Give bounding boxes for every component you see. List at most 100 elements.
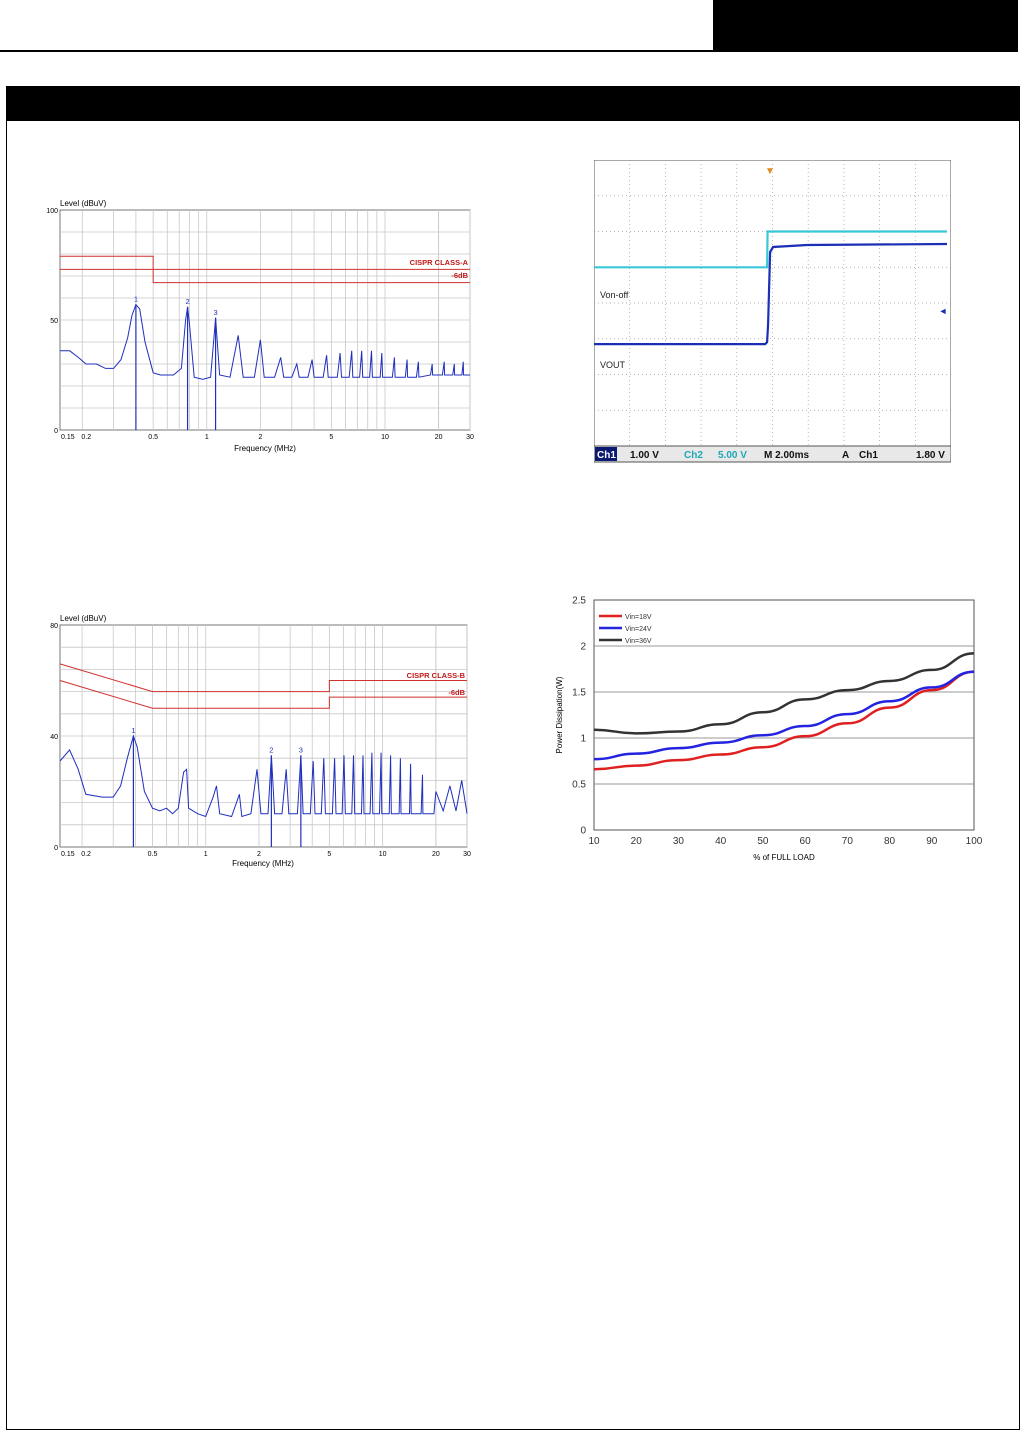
pd-x-tick-label: 20	[631, 836, 643, 847]
pd-x-tick-label: 60	[800, 836, 812, 847]
pd-plot-area	[593, 599, 975, 831]
emi-b-x-tick-label: 2	[257, 851, 261, 858]
pd-y-ticks: 0 0.5 1 1.5 2 2.5	[572, 596, 586, 837]
emi-b-y-tick-label: 40	[50, 734, 58, 741]
pd-y-tick-label: 0	[580, 826, 586, 837]
pd-xlabel: % of FULL LOAD	[753, 853, 815, 862]
pd-x-tick-label: 80	[884, 836, 896, 847]
emi-a-x-ticks: 0.15 0.2 0.5 1 2 5 10 20 30	[61, 434, 474, 441]
pd-legend-label-3: Vin=36V	[625, 638, 652, 645]
emi-b-y-tick-label: 80	[50, 623, 58, 630]
emi-a-limit-label-6db: -6dB	[451, 271, 468, 280]
scope-status-trigger-level: 1.80 V	[916, 450, 945, 461]
emi-a-trace-group	[60, 303, 470, 380]
power-dissipation-chart: 10 20 30 40 50 60 70 80 90 100 0 0.5 1 1.5 2 2.5 Vin=1…	[555, 596, 983, 863]
emi-a-limit-line-2	[60, 268, 470, 284]
emi-a-y-ticks: 100 50 0	[46, 208, 58, 435]
pd-series-line-1	[593, 670, 975, 771]
emi-a-limit-line-1	[60, 255, 470, 270]
emi-b-x-tick-label: 0.2	[81, 851, 91, 858]
scope-status-ch1-scale: 1.00 V	[630, 450, 659, 461]
pd-x-tick-label: 90	[926, 836, 938, 847]
scope-level-marker: ◄	[939, 306, 948, 316]
emi-a-x-tick-label: 30	[466, 434, 474, 441]
emi-b-y-ticks: 80 40 0	[50, 623, 58, 852]
emi-b-limit-line-2	[59, 680, 467, 709]
emi-b-limit-line-1	[59, 663, 467, 693]
emi-b-limit-label: CISPR CLASS-B	[407, 671, 466, 680]
pd-y-tick-label: 1	[580, 734, 586, 745]
emi-a-limit-label: CISPR CLASS-A	[410, 258, 469, 267]
pd-series-group	[593, 652, 975, 771]
emi-b-x-tick-label: 0.5	[148, 851, 158, 858]
scope-trace-vout	[594, 242, 948, 346]
pd-series-line-2	[593, 670, 975, 761]
emi-a-markers: 1 2 3	[134, 295, 218, 430]
emi-b-marker-label-3: 3	[299, 745, 303, 754]
emi-b-x-tick-label: 30	[463, 851, 471, 858]
emi-a-x-tick-label: 20	[435, 434, 443, 441]
emi-a-y-tick-label: 100	[46, 208, 58, 215]
content-frame	[6, 86, 1020, 1430]
scope-status-ch2-scale: 5.00 V	[718, 450, 747, 461]
emi-a-x-tick-label: 0.2	[81, 434, 91, 441]
scope-status-trigger-mode: A	[842, 450, 849, 461]
pd-series-line-3	[593, 652, 975, 735]
emi-a-x-tick-label: 0.5	[148, 434, 158, 441]
pd-y-tick-label: 2	[580, 642, 586, 653]
emi-b-x-tick-label: 10	[379, 851, 387, 858]
section-title-bar	[7, 87, 1019, 121]
emi-b-marker-label-2: 2	[269, 745, 273, 754]
emi-a-marker-label-3: 3	[213, 308, 217, 317]
header-block	[713, 0, 1018, 51]
scope-trace-von-off	[594, 230, 947, 269]
emi-a-emission-trace	[60, 303, 470, 380]
emi-a-ylabel: Level (dBuV)	[60, 199, 107, 208]
scope-trigger-marker: ▼	[765, 166, 775, 177]
pd-y-tick-label: 2.5	[572, 596, 586, 607]
emi-a-x-tick-label: 1	[205, 434, 209, 441]
scope-status-ch1: Ch1	[597, 450, 616, 461]
emi-a-marker-label-2: 2	[185, 297, 189, 306]
pd-x-tick-label: 40	[715, 836, 727, 847]
scope-status-bar	[594, 445, 951, 463]
pd-legend-label-2: Vin=24V	[625, 626, 652, 633]
pd-x-tick-label: 50	[757, 836, 769, 847]
pd-y-tick-label: 0.5	[572, 780, 586, 791]
pd-y-tick-label: 1.5	[572, 688, 586, 699]
header-rule	[0, 50, 1018, 52]
pd-legend: Vin=18V Vin=24V Vin=36V	[599, 614, 652, 645]
emi-a-x-tick-label: 0.15	[61, 434, 75, 441]
emi-a-limit-lines	[60, 255, 470, 284]
emi-b-x-tick-label: 5	[327, 851, 331, 858]
emi-b-y-tick-label: 0	[54, 845, 58, 852]
emi-b-x-ticks: 0.15 0.2 0.5 1 2 5 10 20 30	[61, 851, 471, 858]
emi-a-y-tick-label: 0	[54, 428, 58, 435]
emi-b-x-tick-label: 20	[432, 851, 440, 858]
pd-legend-label-1: Vin=18V	[625, 614, 652, 621]
emi-b-horizontal-gridlines	[60, 646, 467, 826]
pd-horizontal-gridlines	[594, 645, 974, 785]
emi-b-x-tick-label: 0.15	[61, 851, 75, 858]
scope-trace-group	[594, 230, 948, 346]
pd-x-ticks: 10 20 30 40 50 60 70 80 90 100	[588, 836, 982, 847]
scope-ch1-badge	[595, 447, 617, 461]
emi-b-ylabel: Level (dBuV)	[60, 614, 107, 623]
emi-a-y-tick-label: 50	[50, 318, 58, 325]
emi-b-trace-group	[59, 734, 468, 818]
emi-b-markers: 1 2 3	[131, 726, 303, 847]
emi-b-x-tick-label: 1	[204, 851, 208, 858]
pd-x-tick-label: 70	[842, 836, 854, 847]
emi-a-x-tick-label: 5	[329, 434, 333, 441]
pd-x-tick-label: 10	[588, 836, 600, 847]
scope-screen	[594, 160, 951, 447]
emi-b-emission-trace	[59, 734, 468, 818]
scope-label-von-off: Von-off	[600, 290, 629, 300]
emi-b-limit-label-6db: -6dB	[448, 688, 465, 697]
emi-a-xlabel: Frequency (MHz)	[234, 444, 296, 453]
emi-b-limit-lines	[59, 663, 467, 709]
emi-a-marker-label-1: 1	[134, 295, 138, 304]
pd-x-tick-label: 100	[966, 836, 983, 847]
scope-status-ch2: Ch2	[684, 450, 703, 461]
emi-a-x-tick-label: 2	[258, 434, 262, 441]
